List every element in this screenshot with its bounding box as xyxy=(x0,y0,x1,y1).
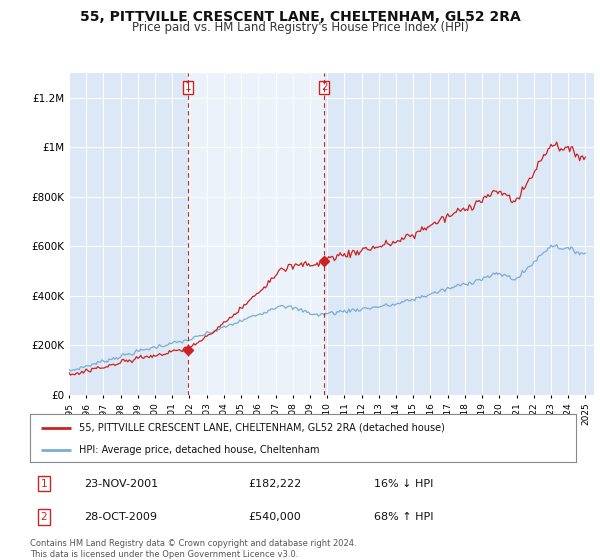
Text: 55, PITTVILLE CRESCENT LANE, CHELTENHAM, GL52 2RA (detached house): 55, PITTVILLE CRESCENT LANE, CHELTENHAM,… xyxy=(79,423,445,433)
Text: £540,000: £540,000 xyxy=(248,512,301,522)
Text: 2: 2 xyxy=(40,512,47,522)
Text: 68% ↑ HPI: 68% ↑ HPI xyxy=(374,512,433,522)
Text: 2: 2 xyxy=(321,82,328,92)
Text: 1: 1 xyxy=(184,82,191,92)
Text: Price paid vs. HM Land Registry's House Price Index (HPI): Price paid vs. HM Land Registry's House … xyxy=(131,21,469,34)
Text: £182,222: £182,222 xyxy=(248,479,302,489)
Text: 16% ↓ HPI: 16% ↓ HPI xyxy=(374,479,433,489)
Text: 55, PITTVILLE CRESCENT LANE, CHELTENHAM, GL52 2RA: 55, PITTVILLE CRESCENT LANE, CHELTENHAM,… xyxy=(80,10,520,24)
Text: 28-OCT-2009: 28-OCT-2009 xyxy=(85,512,158,522)
Text: Contains HM Land Registry data © Crown copyright and database right 2024.
This d: Contains HM Land Registry data © Crown c… xyxy=(30,539,356,559)
Text: 23-NOV-2001: 23-NOV-2001 xyxy=(85,479,159,489)
Bar xyxy=(188,73,324,395)
Text: 1: 1 xyxy=(40,479,47,489)
Text: HPI: Average price, detached house, Cheltenham: HPI: Average price, detached house, Chel… xyxy=(79,445,320,455)
